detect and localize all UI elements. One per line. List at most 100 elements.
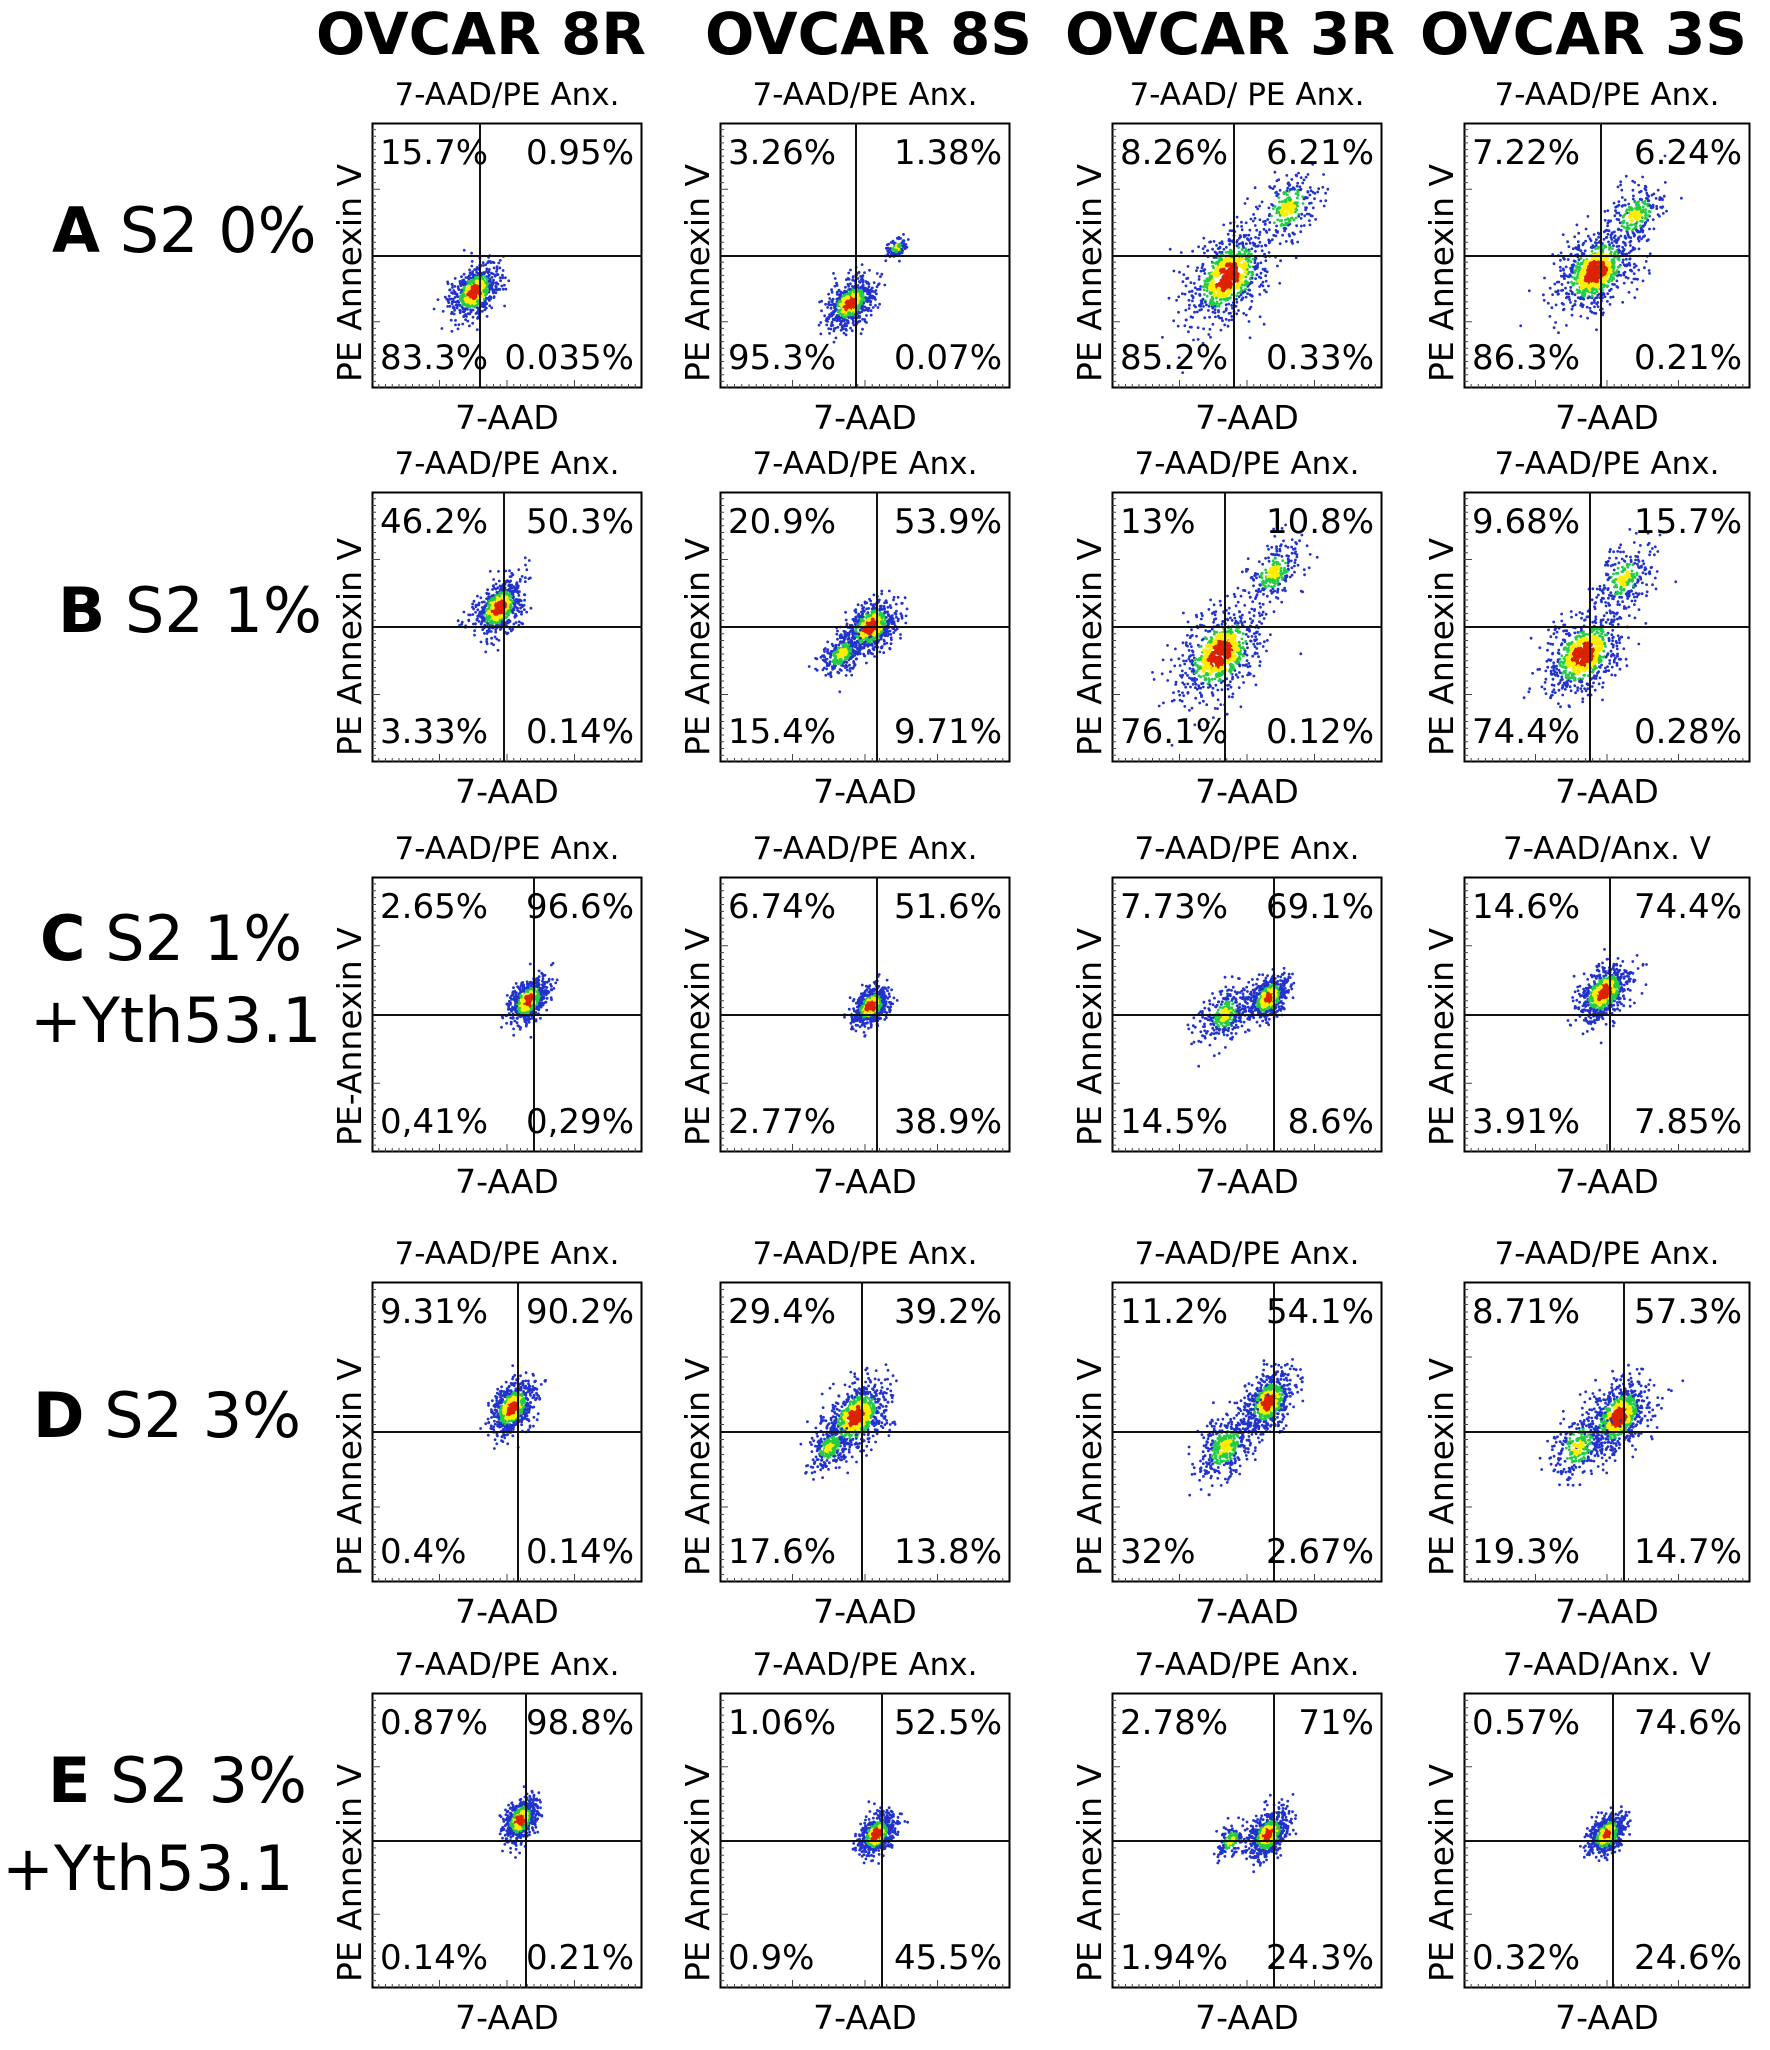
event-dot xyxy=(1205,277,1209,281)
event-dot xyxy=(1584,282,1589,287)
event-dot xyxy=(1169,670,1172,673)
event-dot xyxy=(856,614,860,617)
event-dot xyxy=(871,605,875,608)
event-dot xyxy=(817,323,821,327)
event-dot xyxy=(492,295,496,299)
event-dot xyxy=(1301,195,1305,199)
event-dot xyxy=(1222,247,1226,251)
event-dot xyxy=(1624,257,1628,261)
event-dot xyxy=(862,298,866,302)
event-dot xyxy=(898,259,901,263)
event-dot xyxy=(1621,249,1625,253)
event-dot xyxy=(1220,688,1224,691)
event-dot xyxy=(1197,245,1200,249)
event-dot xyxy=(886,249,890,253)
event-dot xyxy=(868,649,871,653)
density-dots xyxy=(1519,154,1683,335)
event-dot xyxy=(474,312,478,315)
event-dot xyxy=(443,295,447,299)
event-dot xyxy=(1205,289,1209,293)
event-dot xyxy=(841,297,846,302)
event-dot xyxy=(1294,192,1298,195)
event-dot xyxy=(1639,229,1643,232)
event-dot xyxy=(508,605,512,609)
event-dot xyxy=(1308,202,1311,205)
event-dot xyxy=(829,675,833,679)
event-dot xyxy=(1265,231,1269,234)
event-dot xyxy=(849,657,853,660)
event-dot xyxy=(1191,299,1194,303)
event-dot xyxy=(1645,202,1649,206)
event-dot xyxy=(1615,211,1619,215)
event-dot xyxy=(1627,227,1631,230)
event-dot xyxy=(1278,206,1282,209)
event-dot xyxy=(1187,330,1190,334)
event-dot xyxy=(828,297,832,300)
event-dot xyxy=(1573,276,1576,280)
event-dot xyxy=(501,273,504,277)
event-dot xyxy=(473,633,476,637)
event-dot xyxy=(1275,207,1279,211)
event-dot xyxy=(834,659,838,662)
event-dot xyxy=(507,613,511,617)
event-dot xyxy=(1246,281,1250,285)
event-dot xyxy=(484,263,488,267)
event-dot xyxy=(1556,290,1559,294)
event-dot xyxy=(829,327,833,331)
event-dot xyxy=(495,623,499,627)
event-dot xyxy=(829,673,832,676)
event-dot xyxy=(1211,322,1215,326)
event-dot xyxy=(1527,289,1531,293)
event-dot xyxy=(476,608,480,612)
event-dot xyxy=(1628,257,1632,261)
event-dot xyxy=(869,599,873,603)
event-dot xyxy=(899,612,903,615)
event-dot xyxy=(1573,235,1577,239)
event-dot xyxy=(895,236,899,240)
event-dot xyxy=(889,636,893,640)
event-dot xyxy=(1249,280,1253,284)
event-dot xyxy=(1255,264,1259,267)
event-dot xyxy=(1212,272,1217,277)
x-axis-label: 7-AAD xyxy=(1555,398,1659,437)
event-dot xyxy=(844,316,848,319)
event-dot xyxy=(1241,283,1244,287)
event-dot xyxy=(1595,328,1598,332)
event-dot xyxy=(1278,214,1282,217)
event-dot xyxy=(1326,187,1330,191)
event-dot xyxy=(1295,196,1299,200)
event-dot xyxy=(1603,295,1607,299)
event-dot xyxy=(1594,312,1598,315)
event-dot xyxy=(892,595,896,599)
event-dot xyxy=(864,640,867,644)
event-dot xyxy=(851,632,855,636)
event-dot xyxy=(495,287,498,291)
quadrant-label-upper-left: 7.22% xyxy=(1472,133,1581,173)
event-dot xyxy=(1235,312,1239,316)
event-dot xyxy=(1253,216,1257,220)
event-dot xyxy=(1204,285,1207,289)
event-dot xyxy=(1550,306,1554,310)
event-dot xyxy=(512,608,516,612)
event-dot xyxy=(1661,205,1665,209)
event-dot xyxy=(1240,220,1243,224)
event-dot xyxy=(483,632,486,635)
event-dot xyxy=(1652,192,1656,196)
event-dot xyxy=(1554,321,1557,324)
event-dot xyxy=(1237,250,1241,254)
event-dot xyxy=(1251,241,1255,245)
event-dot xyxy=(475,328,479,331)
event-dot xyxy=(906,238,910,241)
event-dot xyxy=(875,285,879,289)
event-dot xyxy=(1595,238,1598,241)
event-dot xyxy=(1220,250,1224,254)
event-dot xyxy=(497,287,501,291)
y-axis-label: PE Annexin V xyxy=(678,537,717,756)
event-dot xyxy=(468,305,472,309)
event-dot xyxy=(493,635,497,639)
event-dot xyxy=(483,271,487,274)
event-dot xyxy=(1224,303,1228,307)
event-dot xyxy=(520,575,524,578)
event-dot xyxy=(859,636,862,640)
event-dot xyxy=(1631,179,1635,183)
